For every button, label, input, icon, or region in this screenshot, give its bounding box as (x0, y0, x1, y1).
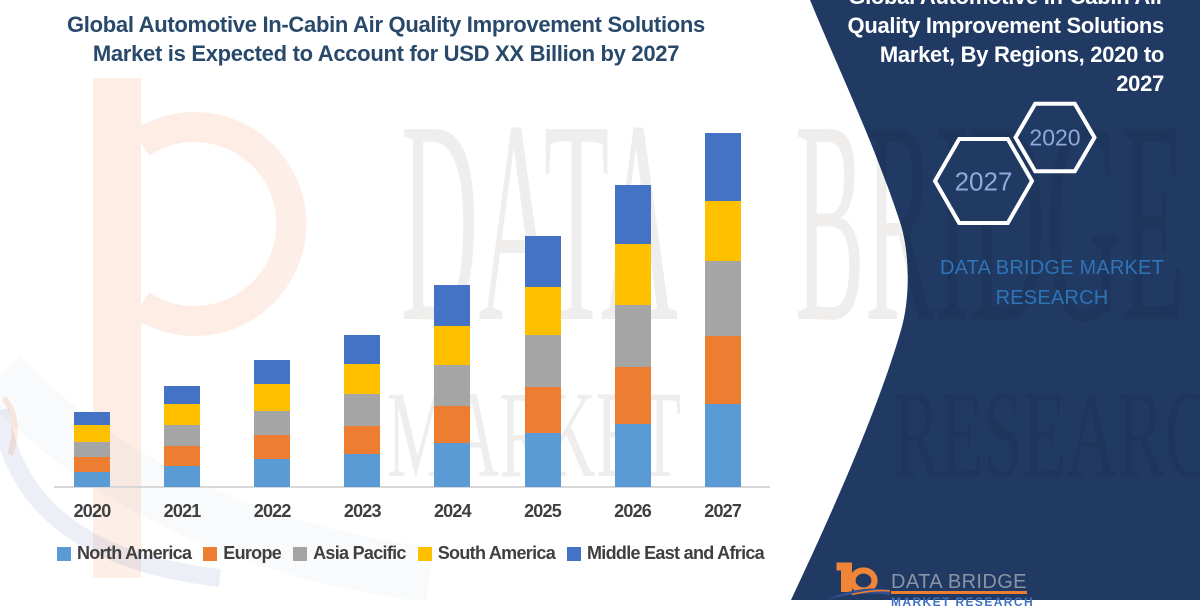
svg-text:DATA: DATA (401, 61, 678, 382)
svg-text:RESEARCH: RESEARCH (893, 366, 1200, 503)
svg-text:2020: 2020 (1029, 125, 1080, 151)
svg-text:2027: 2027 (955, 167, 1013, 197)
